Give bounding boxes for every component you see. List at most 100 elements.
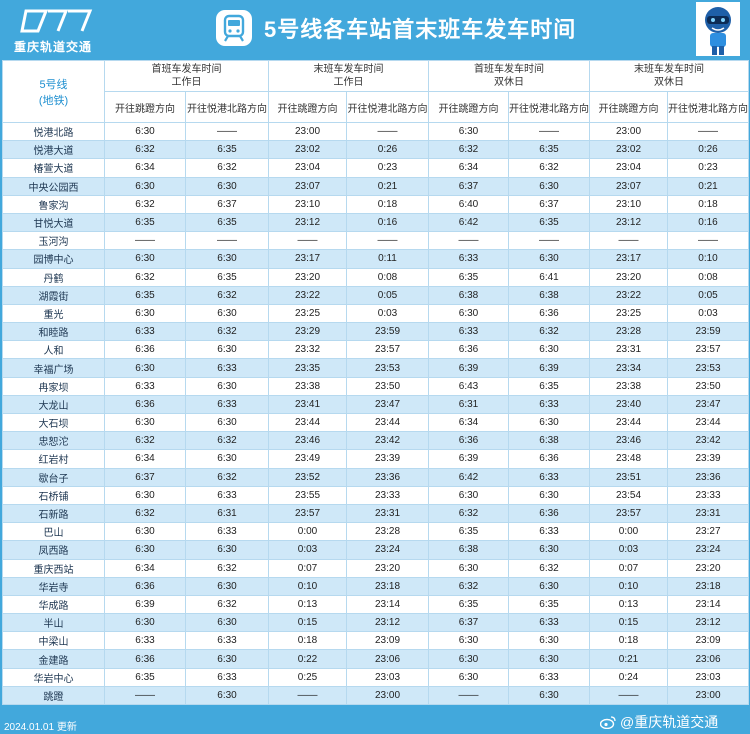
departure-time: 6:37 <box>104 467 186 487</box>
departure-time: 6:40 <box>428 194 509 214</box>
station-name: 金建路 <box>2 649 105 669</box>
departure-time: 6:30 <box>185 340 269 360</box>
departure-time: 0:18 <box>346 194 429 214</box>
departure-time: 0:07 <box>268 558 347 578</box>
direction-header: 开往跳蹬方向 <box>104 91 186 123</box>
update-date: 2024.01.01 更新 <box>4 722 77 733</box>
departure-time: 6:35 <box>185 267 269 287</box>
station-name: 红岩村 <box>2 449 105 469</box>
departure-time: 0:03 <box>268 540 347 560</box>
departure-time: 0:23 <box>667 158 749 178</box>
departure-time: 23:31 <box>346 503 429 524</box>
station-name: 冉家坝 <box>2 376 105 396</box>
group-header: 末班车发车时间 双休日 <box>589 60 749 92</box>
departure-time: —— <box>428 685 509 706</box>
departure-time: 23:20 <box>346 558 429 578</box>
departure-time: 6:33 <box>428 249 509 269</box>
station-name: 悦港北路 <box>2 121 105 142</box>
departure-time: 6:30 <box>104 412 186 433</box>
departure-time: 6:30 <box>104 249 186 269</box>
station-name: 中梁山 <box>2 631 105 651</box>
departure-time: 6:30 <box>508 685 590 706</box>
departure-time: —— <box>428 231 509 251</box>
timetable-grid: 5号线 (地铁) 首班车发车时间 工作日 末班车发车时间 工作日 首班车发车时间… <box>2 60 749 706</box>
departure-time: 6:33 <box>508 522 590 542</box>
departure-time: 6:32 <box>508 158 590 178</box>
departure-time: 6:33 <box>508 467 590 487</box>
departure-time: 23:42 <box>346 431 429 451</box>
table-row: 金建路 6:36 6:30 0:22 23:06 6:30 6:30 0:21 23:06 <box>2 649 749 669</box>
cqrt-logo-icon <box>20 9 93 33</box>
departure-time: —— <box>346 231 429 251</box>
table-row: 中梁山 6:33 6:33 0:18 23:09 6:30 6:30 0:18 23:09 <box>2 631 749 651</box>
group-header-title: 末班车发车时间 <box>313 64 384 75</box>
departure-time: 6:37 <box>428 176 509 196</box>
departure-time: 6:30 <box>508 649 590 669</box>
metro-train-icon <box>216 10 252 46</box>
group-header-title: 首班车发车时间 <box>151 64 222 75</box>
departure-time: 23:24 <box>667 540 749 560</box>
departure-time: 6:32 <box>428 576 509 596</box>
departure-time: —— <box>346 121 429 142</box>
station-name: 华岩寺 <box>2 576 105 596</box>
title-group: 5号线各车站首末班车发车时间 <box>216 8 576 48</box>
weibo-brand: @重庆轨道交通 <box>600 712 718 732</box>
departure-time: 6:30 <box>508 631 590 651</box>
departure-time: 6:30 <box>508 576 590 596</box>
departure-time: 6:39 <box>428 358 509 378</box>
departure-time: 23:17 <box>268 249 347 269</box>
departure-time: 6:35 <box>428 267 509 287</box>
departure-time: 23:57 <box>268 503 347 524</box>
departure-time: 0:21 <box>667 176 749 196</box>
group-header-day: 双休日 <box>654 77 684 88</box>
departure-time: 0:16 <box>346 212 429 233</box>
table-row: 重光 6:30 6:30 23:25 0:03 6:30 6:36 23:25 0:03 <box>2 303 749 324</box>
departure-time: 6:30 <box>185 449 269 469</box>
departure-time: 23:57 <box>589 503 668 524</box>
departure-time: 23:44 <box>346 412 429 433</box>
departure-time: 23:20 <box>667 558 749 578</box>
departure-time: 6:34 <box>104 558 186 578</box>
departure-time: 23:34 <box>589 358 668 378</box>
departure-time: 6:33 <box>508 394 590 415</box>
departure-time: 6:32 <box>428 503 509 524</box>
departure-time: 6:35 <box>185 140 269 160</box>
departure-time: —— <box>185 121 269 142</box>
departure-time: 23:50 <box>346 376 429 396</box>
station-name: 跳蹬 <box>2 685 105 706</box>
direction-header: 开往悦港北路方向 <box>185 91 269 123</box>
departure-time: 23:00 <box>346 685 429 706</box>
departure-time: 23:06 <box>346 649 429 669</box>
departure-time: 6:37 <box>508 194 590 214</box>
departure-time: 0:08 <box>667 267 749 287</box>
departure-time: 23:06 <box>667 649 749 669</box>
departure-time: 23:28 <box>346 522 429 542</box>
table-row: 华成路 6:39 6:32 0:13 23:14 6:35 6:35 0:13 23:14 <box>2 594 749 615</box>
departure-time: 23:44 <box>589 412 668 433</box>
departure-time: 6:32 <box>185 322 269 342</box>
table-row: 悦港北路 6:30 —— 23:00 —— 6:30 —— 23:00 —— <box>2 121 749 142</box>
departure-time: 23:38 <box>589 376 668 396</box>
departure-time: 23:12 <box>589 212 668 233</box>
departure-time: 23:52 <box>268 467 347 487</box>
table-row: 重庆西站 6:34 6:32 0:07 23:20 6:30 6:32 0:07 23:20 <box>2 558 749 578</box>
group-header: 末班车发车时间 工作日 <box>268 60 429 92</box>
table-row: 人和 6:36 6:30 23:32 23:57 6:36 6:30 23:31 23:57 <box>2 340 749 360</box>
departure-time: 23:12 <box>268 212 347 233</box>
departure-time: 6:33 <box>508 667 590 687</box>
departure-time: 23:25 <box>589 303 668 324</box>
departure-time: 23:25 <box>268 303 347 324</box>
line-label: 5号线 (地铁) <box>2 60 105 123</box>
departure-time: 6:30 <box>104 303 186 324</box>
departure-time: 0:07 <box>589 558 668 578</box>
departure-time: 23:36 <box>667 467 749 487</box>
departure-time: 23:03 <box>346 667 429 687</box>
departure-time: 23:44 <box>268 412 347 433</box>
logo: 重庆轨道交通 <box>14 6 104 54</box>
departure-time: 0:21 <box>346 176 429 196</box>
departure-time: 23:09 <box>346 631 429 651</box>
departure-time: 6:30 <box>428 485 509 505</box>
table-row: 鲁家沟 6:32 6:37 23:10 0:18 6:40 6:37 23:10 0:18 <box>2 194 749 214</box>
departure-time: 6:33 <box>185 394 269 415</box>
departure-time: 23:55 <box>268 485 347 505</box>
